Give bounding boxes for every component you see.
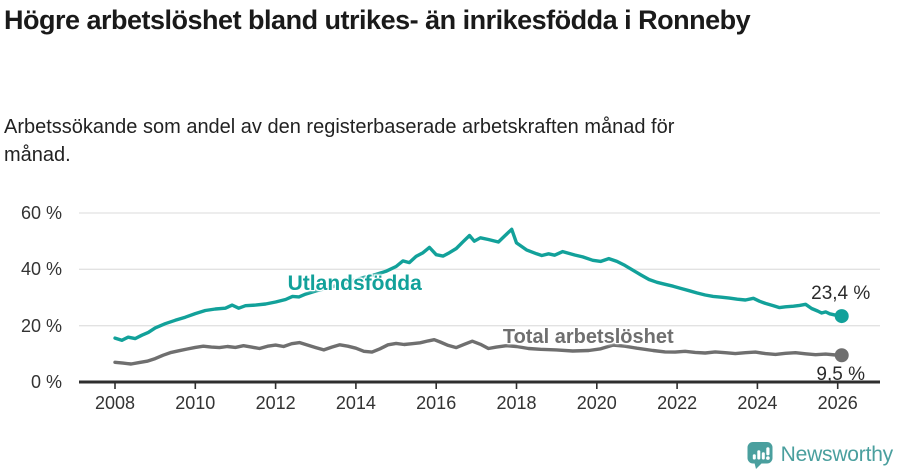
y-axis-label-20: 20 % bbox=[20, 315, 62, 336]
newsworthy-bubble-chart-icon bbox=[747, 441, 773, 469]
x-axis-label-2014: 2014 bbox=[335, 393, 376, 413]
x-axis-label-2022: 2022 bbox=[657, 393, 698, 413]
series-line-utlandsfodda bbox=[113, 227, 844, 342]
x-axis-label-2016: 2016 bbox=[416, 393, 457, 413]
x-axis-label-2020: 2020 bbox=[576, 393, 617, 413]
value-label-total-arbetsloshet: 9,5 % bbox=[816, 364, 865, 386]
y-axis-label-60: 60 % bbox=[20, 202, 62, 223]
x-axis-label-2026: 2026 bbox=[817, 393, 858, 413]
newsworthy-logo: Newsworthy bbox=[746, 440, 893, 470]
series-line-total-arbetsloshet bbox=[113, 338, 844, 366]
series-endpoint-dot-total-arbetsloshet bbox=[834, 348, 849, 363]
chart-subtitle: Arbetssökande som andel av den registerb… bbox=[4, 116, 675, 166]
value-label-utlandsfodda: 23,4 % bbox=[811, 283, 871, 305]
newsworthy-wordmark: Newsworthy bbox=[780, 443, 894, 466]
x-axis-label-2024: 2024 bbox=[737, 393, 778, 413]
page-title: Högre arbetslöshet bland utrikes- än inr… bbox=[4, 5, 751, 35]
series-label-utlandsfodda: Utlandsfödda bbox=[287, 272, 422, 296]
series-label-total-arbetsloshet: Total arbetslöshet bbox=[502, 326, 674, 349]
x-axis-label-2012: 2012 bbox=[255, 393, 296, 413]
x-axis-label-2008: 2008 bbox=[94, 393, 136, 413]
series-endpoint-dot-utlandsfodda bbox=[834, 309, 849, 324]
y-axis-label-0: 0 % bbox=[30, 372, 62, 392]
x-axis-label-2018: 2018 bbox=[496, 393, 537, 413]
x-axis-label-2010: 2010 bbox=[175, 393, 216, 413]
y-axis-label-40: 40 % bbox=[20, 259, 62, 280]
